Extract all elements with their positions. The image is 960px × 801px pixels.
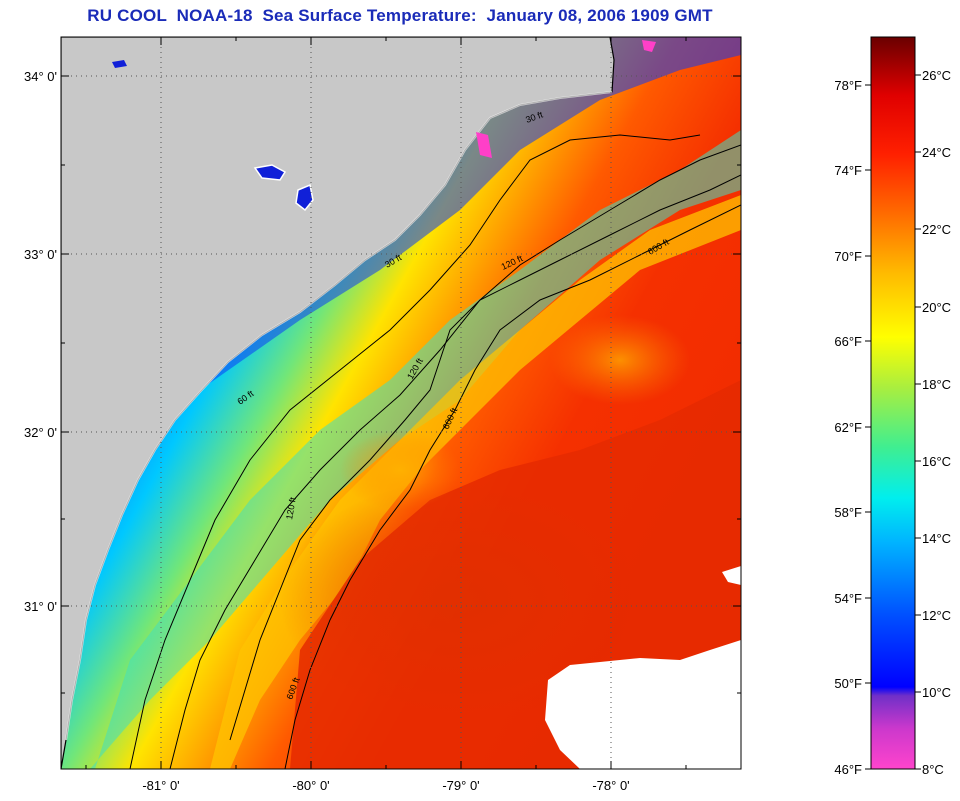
cbar-c-22: 22°C	[922, 222, 951, 237]
cbar-f-46: 46°F	[834, 762, 862, 777]
cbar-f-78: 78°F	[834, 78, 862, 93]
lon-label-81: -81° 0'	[142, 778, 179, 793]
cape-patch	[642, 40, 656, 52]
lake-marion	[253, 164, 287, 181]
contour-label-120ft-c: 120 ft	[284, 496, 298, 520]
cbar-c-20: 20°C	[922, 300, 951, 315]
cbar-f-70: 70°F	[834, 249, 862, 264]
cbar-c-10: 10°C	[922, 685, 951, 700]
transition-band	[90, 130, 741, 769]
graticule	[61, 37, 741, 769]
lat-label-31: 31° 0'	[24, 599, 57, 614]
cbar-c-26: 26°C	[922, 68, 951, 83]
cbar-f-58: 58°F	[834, 505, 862, 520]
lon-label-80: -80° 0'	[292, 778, 329, 793]
inland-water-north	[112, 60, 127, 68]
contour-60ft	[169, 144, 741, 769]
cbar-f-66: 66°F	[834, 334, 862, 349]
cbar-c-8: 8°C	[922, 762, 944, 777]
contour-30ft	[129, 134, 701, 769]
map-title: RU COOL NOAA-18 Sea Surface Temperature:…	[87, 6, 713, 25]
cbar-f-54: 54°F	[834, 591, 862, 606]
lat-label-33: 33° 0'	[24, 247, 57, 262]
coastline	[65, 91, 613, 741]
cbar-c-24: 24°C	[922, 145, 951, 160]
lat-label-34: 34° 0'	[24, 69, 57, 84]
colorbar-gradient	[870, 36, 916, 770]
lat-label-32: 32° 0'	[24, 425, 57, 440]
cold-nearshore-patch	[476, 132, 492, 158]
cloud-mask	[545, 640, 741, 769]
map-frame	[60, 36, 742, 770]
cbar-f-74: 74°F	[834, 163, 862, 178]
cbar-c-18: 18°C	[922, 377, 951, 392]
contour-120ft	[229, 174, 741, 741]
cbar-f-62: 62°F	[834, 420, 862, 435]
cbar-c-16: 16°C	[922, 454, 951, 469]
cloud-mask-east	[722, 566, 741, 585]
lake-moultrie	[295, 183, 314, 212]
cbar-c-14: 14°C	[922, 531, 951, 546]
warm-core-eddy	[280, 480, 640, 720]
axis-ticks	[61, 37, 741, 769]
lon-label-78: -78° 0'	[592, 778, 629, 793]
contour-600ft	[284, 204, 741, 769]
cbar-c-12: 12°C	[922, 608, 951, 623]
lon-label-79: -79° 0'	[442, 778, 479, 793]
colorbar-ticks	[865, 74, 921, 770]
cbar-f-50: 50°F	[834, 676, 862, 691]
warm-swirl	[550, 315, 690, 405]
